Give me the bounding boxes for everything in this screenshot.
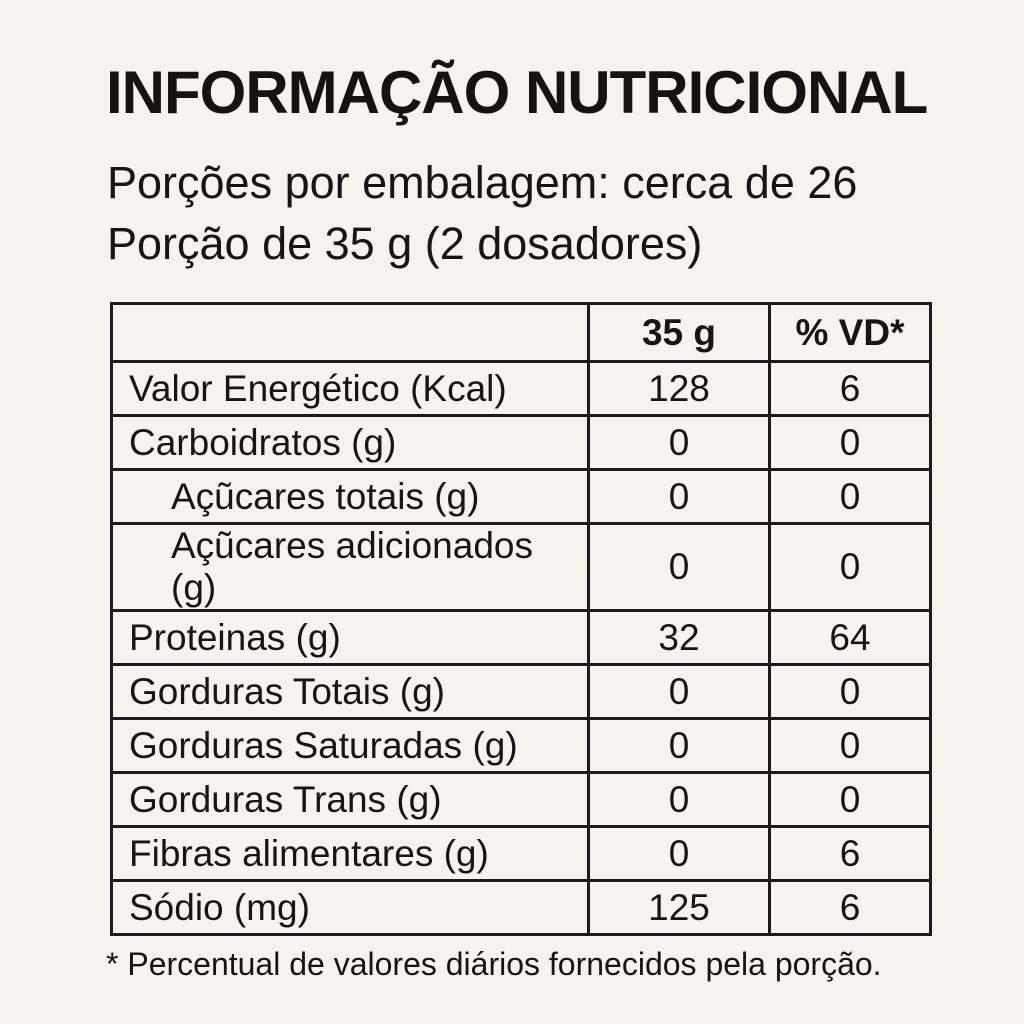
per-serving-value: 0 xyxy=(587,414,771,471)
daily-value-percent: 0 xyxy=(768,522,932,612)
per-serving-value: 0 xyxy=(587,468,771,525)
nutrition-table-body: Valor Energético (Kcal) 128 6 Carboidrat… xyxy=(110,360,932,936)
per-serving-value: 0 xyxy=(587,717,771,774)
header-per-serving: 35 g xyxy=(587,302,771,363)
nutrition-table: 35 g % VD* Valor Energético (Kcal) 128 6… xyxy=(110,302,932,936)
table-row: Proteinas (g) 32 64 xyxy=(110,609,932,666)
nutrient-label: Açũcares adicionados (g) xyxy=(110,522,590,612)
nutrient-label: Fibras alimentares (g) xyxy=(110,825,590,882)
serving-size-line: Porção de 35 g (2 dosadores) xyxy=(107,218,703,269)
servings-per-package-line: Porções por embalagem: cerca de 26 xyxy=(107,157,858,208)
daily-value-percent: 6 xyxy=(768,879,932,936)
table-row: Açũcares adicionados (g) 0 0 xyxy=(110,522,932,612)
daily-value-percent: 0 xyxy=(768,663,932,720)
header-blank-cell xyxy=(110,302,590,363)
table-row: Valor Energético (Kcal) 128 6 xyxy=(110,360,932,417)
nutrient-label: Gorduras Totais (g) xyxy=(110,663,590,720)
per-serving-value: 0 xyxy=(587,522,771,612)
table-row: Gorduras Saturadas (g) 0 0 xyxy=(110,717,932,774)
table-row: Fibras alimentares (g) 0 6 xyxy=(110,825,932,882)
table-row: Carboidratos (g) 0 0 xyxy=(110,414,932,471)
per-serving-value: 0 xyxy=(587,771,771,828)
nutrient-label: Gorduras Saturadas (g) xyxy=(110,717,590,774)
table-row: Gorduras Totais (g) 0 0 xyxy=(110,663,932,720)
table-row: Açũcares totais (g) 0 0 xyxy=(110,468,932,525)
daily-value-percent: 0 xyxy=(768,468,932,525)
daily-value-percent: 64 xyxy=(768,609,932,666)
per-serving-value: 0 xyxy=(587,663,771,720)
nutrient-label: Sódio (mg) xyxy=(110,879,590,936)
footnote: * Percentual de valores diários fornecid… xyxy=(106,946,882,982)
table-header-row: 35 g % VD* xyxy=(110,302,932,363)
serving-info: Porções por embalagem: cerca de 26 Porçã… xyxy=(107,152,857,274)
daily-value-percent: 6 xyxy=(768,825,932,882)
nutrient-label: Açũcares totais (g) xyxy=(110,468,590,525)
daily-value-percent: 0 xyxy=(768,414,932,471)
header-daily-value: % VD* xyxy=(768,302,932,363)
table-row: Sódio (mg) 125 6 xyxy=(110,879,932,936)
nutrient-label: Carboidratos (g) xyxy=(110,414,590,471)
daily-value-percent: 6 xyxy=(768,360,932,417)
nutrient-label: Valor Energético (Kcal) xyxy=(110,360,590,417)
nutrient-label: Gorduras Trans (g) xyxy=(110,771,590,828)
nutrient-label: Proteinas (g) xyxy=(110,609,590,666)
per-serving-value: 128 xyxy=(587,360,771,417)
daily-value-percent: 0 xyxy=(768,771,932,828)
per-serving-value: 125 xyxy=(587,879,771,936)
per-serving-value: 0 xyxy=(587,825,771,882)
page-title: INFORMAÇÃO NUTRICIONAL xyxy=(106,59,928,126)
table-row: Gorduras Trans (g) 0 0 xyxy=(110,771,932,828)
per-serving-value: 32 xyxy=(587,609,771,666)
daily-value-percent: 0 xyxy=(768,717,932,774)
